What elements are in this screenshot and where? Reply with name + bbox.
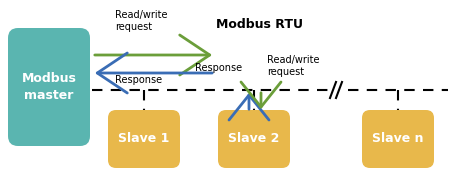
Text: Slave 2: Slave 2	[228, 132, 280, 145]
Text: Read/write
request: Read/write request	[267, 55, 320, 77]
Text: Modbus
master: Modbus master	[21, 72, 76, 102]
Text: Modbus RTU: Modbus RTU	[217, 18, 304, 31]
FancyBboxPatch shape	[108, 110, 180, 168]
Text: Slave n: Slave n	[372, 132, 424, 145]
FancyBboxPatch shape	[8, 28, 90, 146]
Text: Response: Response	[195, 63, 242, 73]
Text: Response: Response	[115, 75, 162, 85]
Text: Slave 1: Slave 1	[118, 132, 170, 145]
Text: Read/write
request: Read/write request	[115, 10, 168, 32]
FancyBboxPatch shape	[218, 110, 290, 168]
FancyBboxPatch shape	[362, 110, 434, 168]
